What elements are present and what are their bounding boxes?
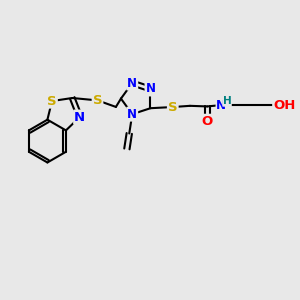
Text: N: N: [216, 99, 226, 112]
Text: N: N: [74, 111, 85, 124]
Text: N: N: [127, 108, 137, 121]
Text: S: S: [93, 94, 102, 107]
Text: S: S: [47, 94, 57, 107]
Text: S: S: [168, 100, 178, 113]
Text: O: O: [202, 115, 213, 128]
Text: N: N: [146, 82, 155, 95]
Text: OH: OH: [273, 99, 296, 112]
Text: H: H: [223, 96, 232, 106]
Text: N: N: [127, 76, 137, 90]
